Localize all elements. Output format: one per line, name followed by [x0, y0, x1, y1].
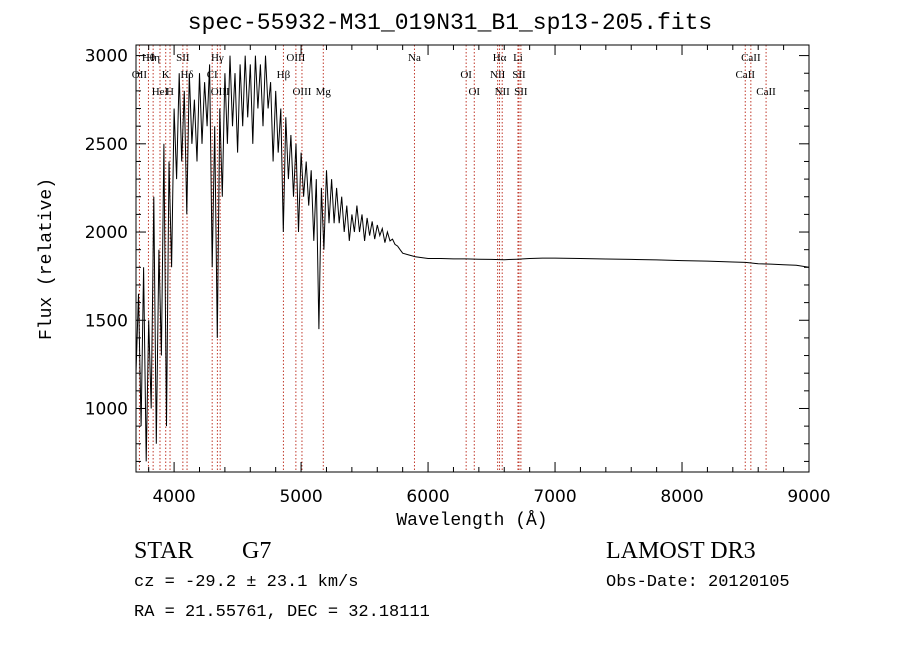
- line-marker-label: NII: [495, 86, 511, 98]
- x-tick-label: 7000: [533, 487, 576, 507]
- y-tick-label: 3000: [85, 47, 128, 67]
- line-marker-label: Hθ: [142, 52, 155, 64]
- spectrum-line: [136, 55, 809, 462]
- line-marker-label: CaII: [735, 69, 755, 81]
- line-marker-label: Na: [408, 52, 421, 64]
- x-axis-label: Wavelength (Å): [396, 511, 548, 531]
- coordinates-text: RA = 21.55761, DEC = 32.18111: [134, 603, 430, 622]
- line-marker-label: H: [166, 86, 174, 98]
- line-marker-label: Hα: [493, 52, 507, 64]
- x-tick-label: 5000: [279, 487, 322, 507]
- line-marker-label: OI: [460, 69, 472, 81]
- line-marker-label: NII: [490, 69, 506, 81]
- line-marker-label: HeI: [152, 86, 169, 98]
- y-tick-label: 2000: [85, 223, 128, 243]
- line-marker-label: OIII: [286, 52, 305, 64]
- redshift-text: cz = -29.2 ± 23.1 km/s: [134, 573, 359, 592]
- x-tick-label: 9000: [787, 487, 830, 507]
- line-marker-label: CI: [207, 69, 218, 81]
- line-marker-label: CaII: [741, 52, 761, 64]
- line-marker-label: OI: [468, 86, 480, 98]
- line-marker-label: SII: [514, 86, 528, 98]
- line-marker-label: K: [162, 69, 170, 81]
- line-marker-label: OII: [132, 69, 148, 81]
- y-tick-label: 1500: [85, 311, 128, 331]
- obs-date-text: Obs-Date: 20120105: [606, 573, 790, 592]
- line-marker-label: SII: [176, 52, 190, 64]
- line-marker-label: SII: [512, 69, 526, 81]
- line-marker-label: Hη: [146, 52, 160, 64]
- line-marker-label: Li: [513, 52, 523, 64]
- line-marker-label: OIII: [211, 86, 230, 98]
- line-marker-label: CaII: [756, 86, 776, 98]
- line-marker-label: Mg: [316, 86, 332, 98]
- plot-frame: [135, 44, 810, 473]
- line-marker-label: Hγ: [211, 52, 224, 64]
- x-tick-label: 8000: [660, 487, 703, 507]
- line-marker-label: Hβ: [277, 69, 291, 81]
- y-axis-label: Flux (relative): [37, 177, 57, 341]
- line-marker-label: Hδ: [180, 69, 193, 81]
- x-tick-label: 6000: [406, 487, 449, 507]
- object-class: STAR: [134, 538, 194, 564]
- y-tick-label: 1000: [85, 399, 128, 419]
- y-tick-label: 2500: [85, 135, 128, 155]
- x-tick-label: 4000: [152, 487, 195, 507]
- line-marker-label: OIII: [292, 86, 311, 98]
- object-subclass: G7: [242, 538, 272, 564]
- chart-title: spec-55932-M31_019N31_B1_sp13-205.fits: [187, 10, 713, 36]
- survey-name: LAMOST DR3: [606, 538, 756, 564]
